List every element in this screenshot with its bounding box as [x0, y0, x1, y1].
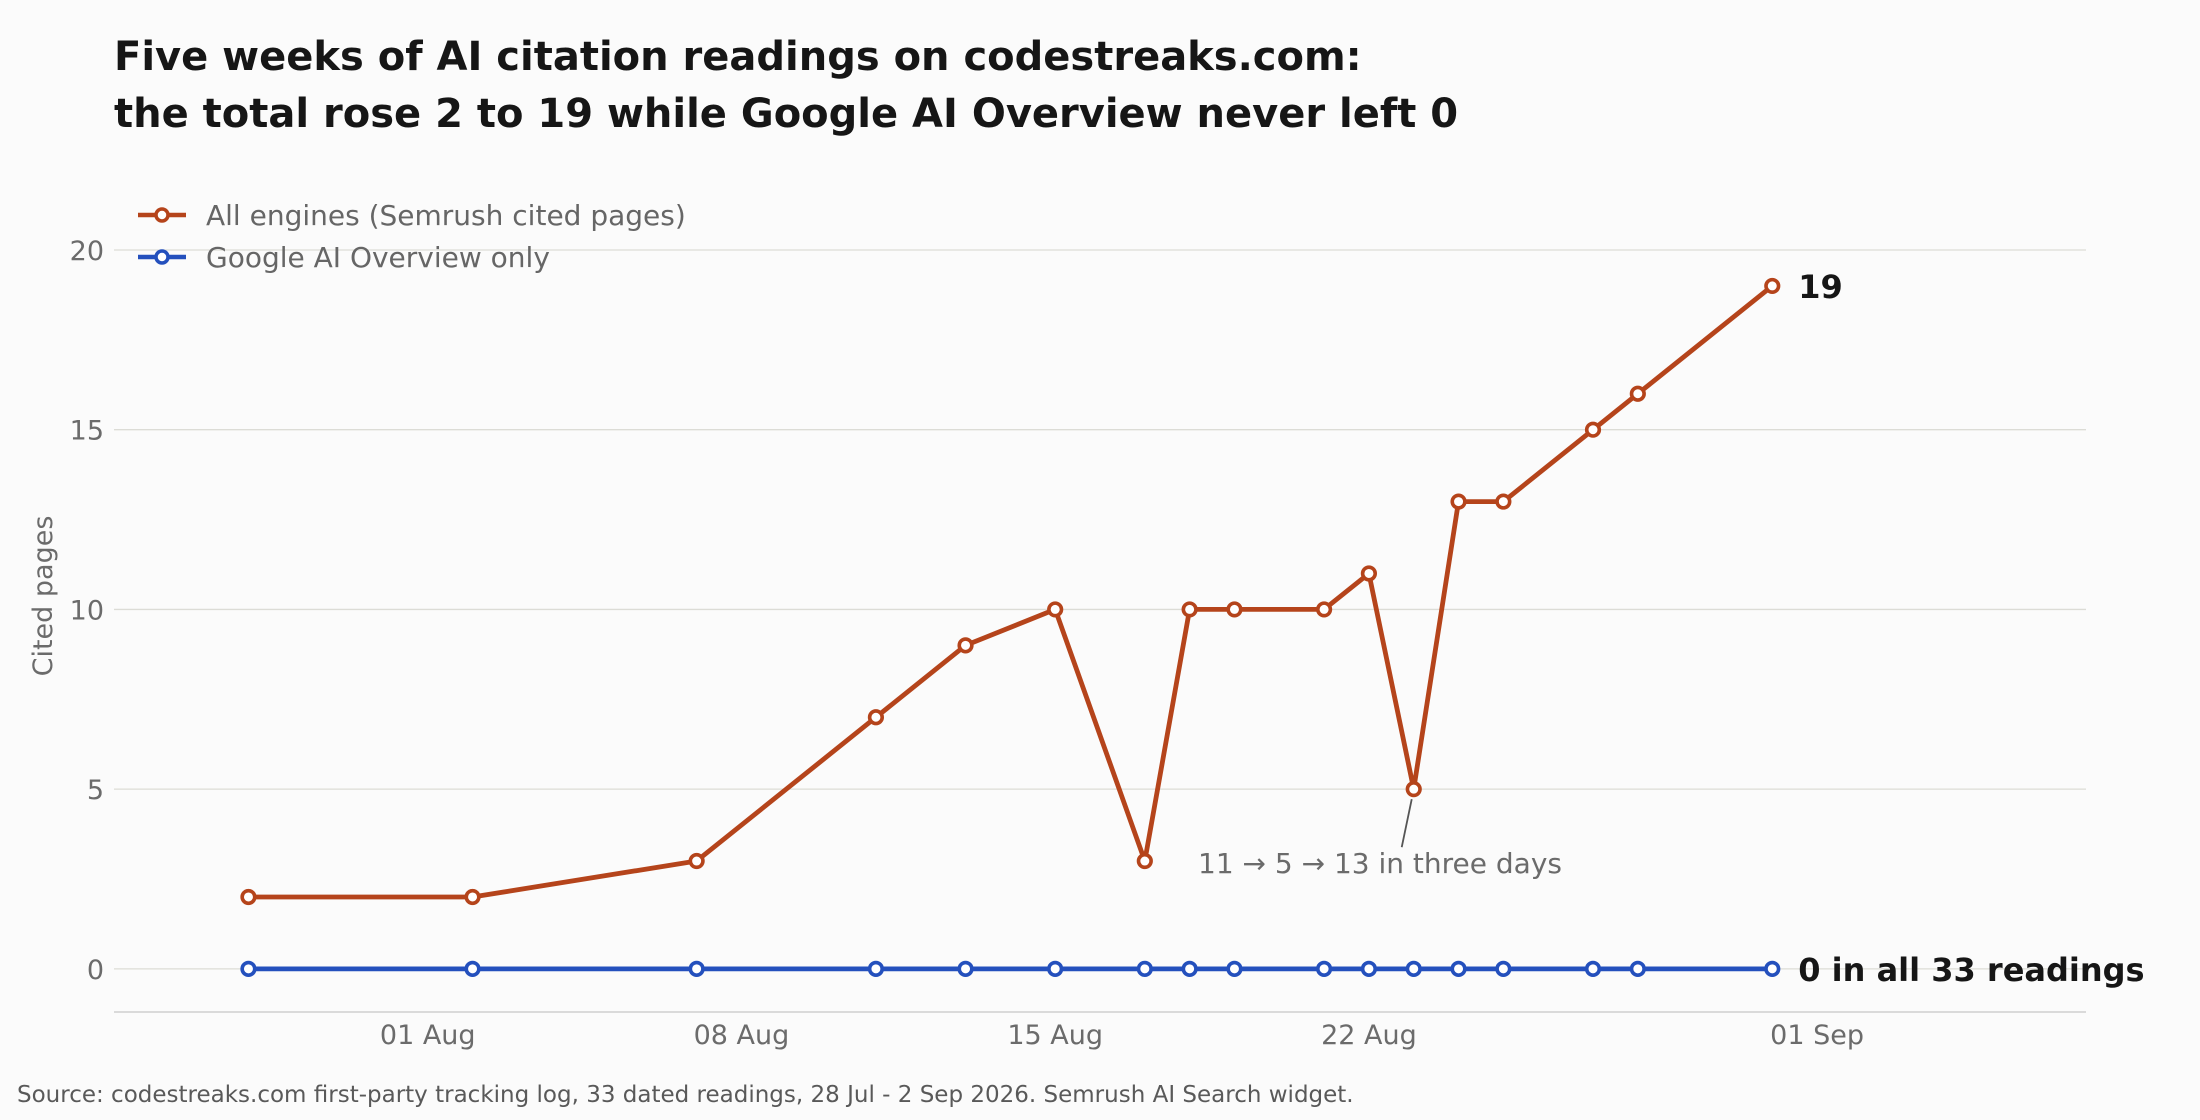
- chart-title-line-2: the total rose 2 to 19 while Google AI O…: [114, 91, 1458, 137]
- legend-marker-google: [154, 249, 170, 265]
- end-label-google: 0 in all 33 readings: [1798, 951, 2144, 989]
- data-point-all: [1495, 493, 1512, 510]
- data-point-all: [688, 852, 705, 870]
- legend: All engines (Semrush cited pages) Google…: [138, 199, 686, 274]
- series-line-all: [246, 283, 1775, 900]
- data-point-all: [1584, 421, 1602, 438]
- chart-title-line-1: Five weeks of AI citation readings on co…: [114, 34, 1362, 80]
- x-axis-ticks: 01 Aug 08 Aug 15 Aug 22 Aug 01 Sep: [380, 1020, 1864, 1051]
- y-tick-label: 5: [87, 775, 104, 806]
- data-point-all: [464, 888, 481, 906]
- data-point-google: [688, 960, 705, 977]
- data-point-all: [1315, 601, 1333, 618]
- legend-marker-all-engines: [154, 207, 170, 223]
- annotation-text: 11 → 5 → 13 in three days: [1198, 847, 1562, 880]
- data-point-google: [1047, 960, 1064, 977]
- data-point-all: [957, 637, 974, 654]
- data-point-google: [1450, 960, 1467, 977]
- data-point-all: [240, 888, 257, 906]
- data-point-google: [957, 960, 974, 977]
- x-tick-label: 15 Aug: [1007, 1020, 1103, 1051]
- data-point-google: [1495, 960, 1512, 977]
- data-point-all: [1226, 601, 1243, 618]
- data-point-google: [464, 960, 481, 977]
- data-point-all: [1181, 601, 1198, 618]
- data-point-all: [1047, 601, 1064, 618]
- data-point-all: [1450, 493, 1467, 510]
- data-point-google: [1629, 960, 1646, 977]
- data-point-google: [1764, 960, 1781, 977]
- y-tick-label: 15: [70, 416, 104, 447]
- legend-label-all-engines: All engines (Semrush cited pages): [206, 199, 686, 232]
- x-tick-label: 01 Sep: [1770, 1020, 1864, 1051]
- source-note: Source: codestreaks.com first-party trac…: [17, 1082, 1354, 1108]
- grid: [114, 249, 2086, 970]
- data-point-all: [1405, 781, 1422, 798]
- y-tick-label: 10: [70, 595, 104, 626]
- x-tick-label: 22 Aug: [1321, 1020, 1417, 1051]
- data-point-google: [1360, 960, 1378, 977]
- data-point-google: [1226, 960, 1243, 977]
- data-point-google: [1584, 960, 1602, 977]
- data-point-all: [1360, 565, 1378, 582]
- y-axis-ticks: 0 5 10 15 20: [70, 236, 104, 986]
- y-tick-label: 0: [87, 955, 104, 986]
- data-point-google: [240, 960, 257, 977]
- data-point-all: [1764, 277, 1781, 295]
- data-point-all: [867, 709, 885, 726]
- series-layer: [240, 277, 1781, 977]
- data-point-google: [1315, 960, 1333, 977]
- data-point-google: [1405, 960, 1422, 977]
- x-tick-label: 01 Aug: [380, 1020, 476, 1051]
- legend-label-google: Google AI Overview only: [206, 241, 550, 274]
- data-point-all: [1629, 385, 1646, 402]
- x-tick-label: 08 Aug: [694, 1020, 790, 1051]
- data-point-google: [867, 960, 885, 977]
- y-tick-label: 20: [70, 236, 104, 267]
- data-point-all: [1136, 852, 1153, 870]
- data-point-google: [1136, 960, 1153, 977]
- data-point-google: [1181, 960, 1198, 977]
- end-label-all-engines: 19: [1798, 268, 1843, 306]
- y-axis-label: Cited pages: [28, 516, 59, 677]
- annotation-leader-line: [1400, 798, 1413, 848]
